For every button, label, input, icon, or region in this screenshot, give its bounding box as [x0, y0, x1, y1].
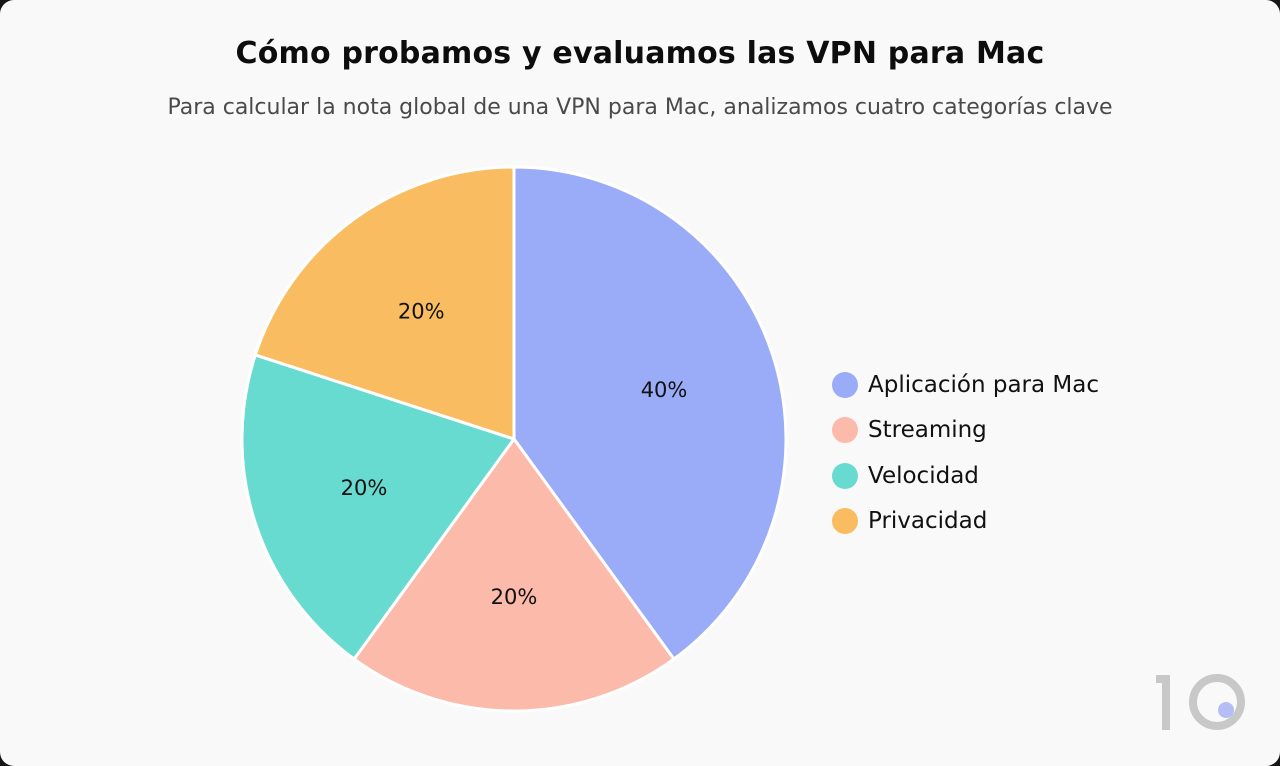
- legend-label: Privacidad: [868, 508, 988, 535]
- slice-label-velocidad: 20%: [341, 476, 388, 500]
- pie-slice-aplicacion-para-mac: [512, 165, 788, 661]
- legend-label: Aplicación para Mac: [868, 371, 1099, 398]
- slice-label-streaming: 20%: [491, 585, 538, 609]
- slice-label-aplicacion-para-mac: 40%: [641, 378, 688, 402]
- legend-item-aplicacion-para-mac: Aplicación para Mac: [832, 362, 1099, 408]
- logo-digit-one: [1162, 675, 1170, 730]
- legend-swatch: [832, 417, 858, 444]
- logo-digit-zero: [1189, 674, 1245, 730]
- brand-logo: [1156, 674, 1245, 730]
- pie-slice-velocidad: [240, 353, 516, 661]
- legend-swatch: [832, 371, 858, 398]
- legend: Aplicación para Mac Streaming Velocidad Pri…: [832, 362, 1099, 544]
- legend-item-velocidad: Velocidad: [832, 453, 1099, 499]
- legend-swatch: [832, 462, 858, 489]
- chart-subtitle: Para calcular la nota global de una VPN …: [167, 95, 1113, 120]
- pie-slice-privacidad: [253, 165, 516, 441]
- legend-label: Streaming: [868, 417, 987, 444]
- legend-item-streaming: Streaming: [832, 408, 1099, 454]
- legend-swatch: [832, 508, 858, 535]
- logo-digit-one-flag: [1156, 675, 1170, 683]
- chart-title: Cómo probamos y evaluamos las VPN para M…: [235, 36, 1045, 71]
- logo-dot: [1218, 702, 1234, 718]
- slice-label-privacidad: 20%: [398, 299, 445, 323]
- legend-item-privacidad: Privacidad: [832, 499, 1099, 545]
- legend-label: Velocidad: [868, 462, 979, 489]
- pie-slice-streaming: [352, 437, 676, 713]
